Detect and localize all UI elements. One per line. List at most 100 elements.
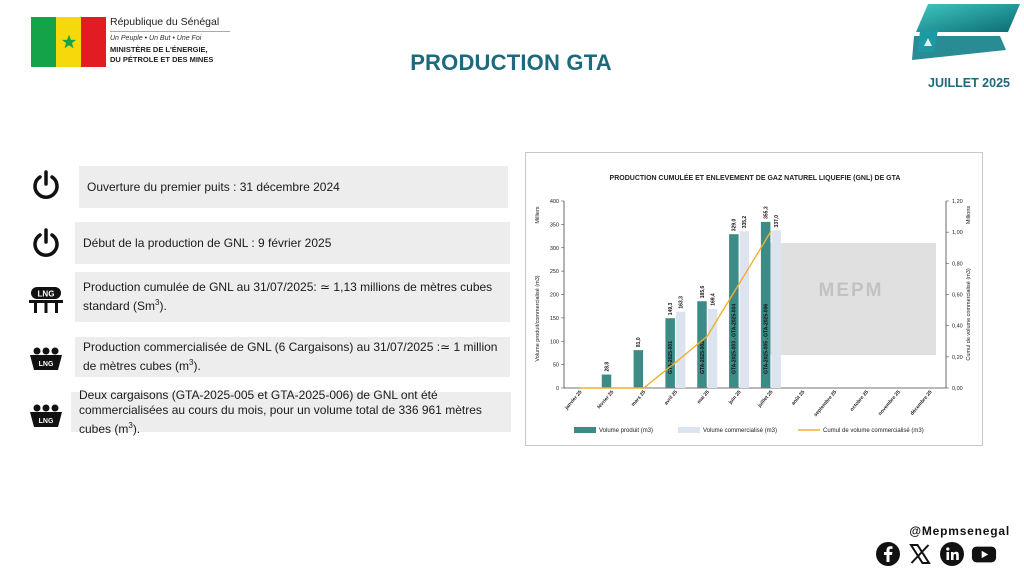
svg-text:LNG: LNG — [38, 290, 55, 299]
y-unit-label: Milliers — [535, 206, 541, 223]
legend-label-produit: Volume produit (m3) — [599, 428, 653, 434]
info-production-start-text: Début de la production de GNL : 9 févrie… — [83, 235, 332, 250]
bar-volume-produit — [633, 350, 644, 388]
data-label-produit: 149,3 — [668, 302, 674, 315]
bar-volume-produit — [601, 374, 612, 388]
republic-label: République du Sénégal — [110, 16, 220, 28]
info-production-start: Début de la production de GNL : 9 févrie… — [75, 222, 510, 264]
y-tick-label: 250 — [550, 269, 559, 275]
y2-axis-label: Cumul de volume commercialisé (m3) — [966, 268, 972, 360]
info-first-well-text: Ouverture du premier puits : 31 décembre… — [87, 179, 340, 194]
y-tick-label: 200 — [550, 293, 559, 299]
legend-swatch-produit — [574, 427, 596, 433]
report-date: JUILLET 2025 — [928, 76, 1010, 90]
ministry-block: République du Sénégal Un Peuple • Un But… — [110, 16, 230, 65]
x-tick-label: mai 25 — [696, 389, 711, 405]
ministry-line-1: MINISTÈRE DE L'ÉNERGIE, — [110, 45, 208, 54]
info-commercial-production-text: Production commercialisée de GNL (6 Carg… — [83, 340, 498, 373]
info-first-well: Ouverture du premier puits : 31 décembre… — [79, 166, 508, 208]
lng-tank-icon: LNG — [26, 282, 66, 318]
x-icon[interactable] — [907, 541, 933, 567]
cargo-label: GTA-2025-003 , GTA-2025-004 — [732, 304, 738, 374]
y-tick-label: 300 — [550, 246, 559, 252]
green-star-icon — [61, 34, 76, 49]
legend-swatch-commercialise — [678, 427, 700, 433]
bar-volume-produit — [760, 221, 771, 388]
bar-volume-commercialise — [739, 231, 750, 388]
y2-tick-label: 0,80 — [952, 261, 963, 267]
mepm-logo — [912, 4, 1020, 60]
x-tick-label: juin 25 — [727, 389, 743, 406]
svg-text:LNG: LNG — [39, 418, 54, 425]
info-monthly-cargoes: Deux cargaisons (GTA-2025-005 et GTA-202… — [71, 388, 511, 436]
facebook-icon[interactable] — [875, 541, 901, 567]
info-monthly-cargoes-text: Deux cargaisons (GTA-2025-005 et GTA-202… — [79, 387, 482, 436]
social-handle: @Mepmsenegal — [909, 524, 1010, 538]
y-axis-label: Volume produit/commercialisé (m3) — [535, 275, 541, 361]
x-tick-label: juillet 25 — [756, 389, 774, 409]
data-label-produit: 329,0 — [732, 218, 738, 231]
info-cumulative-production-text: Production cumulée de GNL au 31/07/2025:… — [83, 280, 493, 313]
power-icon — [26, 225, 66, 261]
data-label-produit: 81,0 — [636, 337, 642, 347]
cargo-label: GTA-2025-002 — [700, 341, 706, 374]
y-tick-label: 50 — [553, 363, 559, 369]
x-tick-label: mars 25 — [630, 389, 647, 408]
y-tick-label: 400 — [550, 199, 559, 205]
x-tick-label: avril 25 — [663, 389, 679, 406]
production-chart-svg: PRODUCTION CUMULÉE ET ENLEVEMENT DE GAZ … — [535, 173, 972, 434]
power-icon — [26, 167, 66, 203]
y2-tick-label: 1,20 — [952, 199, 963, 205]
y-tick-label: 150 — [550, 316, 559, 322]
x-tick-label: février 25 — [596, 389, 615, 410]
cargo-label: GTA-2025-005 , GTA-2025-006 — [763, 304, 769, 374]
linkedin-icon[interactable] — [939, 541, 965, 567]
y-tick-label: 0 — [556, 386, 559, 392]
bar-volume-commercialise — [707, 308, 718, 388]
legend-label-cumul: Cumul de volume commercialisé (m3) — [823, 428, 924, 434]
watermark-panel — [766, 243, 936, 355]
y2-tick-label: 0,60 — [952, 293, 963, 299]
chart-title: PRODUCTION CUMULÉE ET ENLEVEMENT DE GAZ … — [610, 173, 901, 182]
x-tick-label: septembre 25 — [813, 389, 838, 418]
y-tick-label: 350 — [550, 222, 559, 228]
data-label-produit: 28,8 — [604, 362, 610, 372]
info-commercial-production: Production commercialisée de GNL (6 Carg… — [75, 337, 510, 377]
data-label-produit: 185,6 — [700, 286, 706, 299]
bar-volume-produit — [697, 301, 707, 388]
line-cumul-commercialise — [579, 231, 772, 389]
bar-volume-produit — [665, 318, 675, 388]
x-tick-label: août 25 — [790, 389, 806, 406]
y2-tick-label: 0,00 — [952, 386, 963, 392]
page-title: PRODUCTION GTA — [410, 50, 612, 75]
x-tick-label: octobre 25 — [849, 389, 870, 412]
bar-volume-commercialise — [675, 311, 686, 388]
social-icons — [875, 541, 997, 567]
x-tick-label: novembre 25 — [877, 389, 902, 417]
legend-label-commercialise: Volume commercialisé (m3) — [703, 428, 777, 434]
data-label-commercialise: 169,4 — [710, 293, 716, 306]
y-tick-label: 100 — [550, 339, 559, 345]
data-label-produit: 355,3 — [763, 206, 769, 219]
national-motto: Un Peuple • Un But • Une Foi — [110, 31, 230, 42]
y2-tick-label: 0,20 — [952, 355, 963, 361]
cargo-label: GTA-2025-001 — [668, 341, 674, 374]
data-label-commercialise: 163,3 — [678, 296, 684, 309]
senegal-flag — [31, 17, 106, 67]
y2-tick-label: 0,40 — [952, 324, 963, 330]
youtube-icon[interactable] — [971, 541, 997, 567]
y2-tick-label: 1,00 — [952, 230, 963, 236]
x-tick-label: janvier 25 — [563, 389, 583, 411]
ministry-line-2: DU PÉTROLE ET DES MINES — [110, 55, 214, 64]
production-chart: PRODUCTION CUMULÉE ET ENLEVEMENT DE GAZ … — [525, 152, 983, 446]
bar-volume-commercialise — [771, 230, 781, 388]
y2-unit-label: Millions — [966, 206, 972, 225]
data-label-commercialise: 337,0 — [774, 215, 780, 228]
bar-volume-produit — [729, 234, 739, 388]
svg-text:LNG: LNG — [39, 361, 54, 368]
x-tick-label: décembre 25 — [909, 389, 933, 416]
watermark-text: MEPM — [819, 280, 884, 301]
info-cumulative-production: Production cumulée de GNL au 31/07/2025:… — [75, 272, 510, 322]
data-label-commercialise: 335,2 — [742, 216, 748, 229]
ministry-name: MINISTÈRE DE L'ÉNERGIE, DU PÉTROLE ET DE… — [110, 45, 230, 65]
